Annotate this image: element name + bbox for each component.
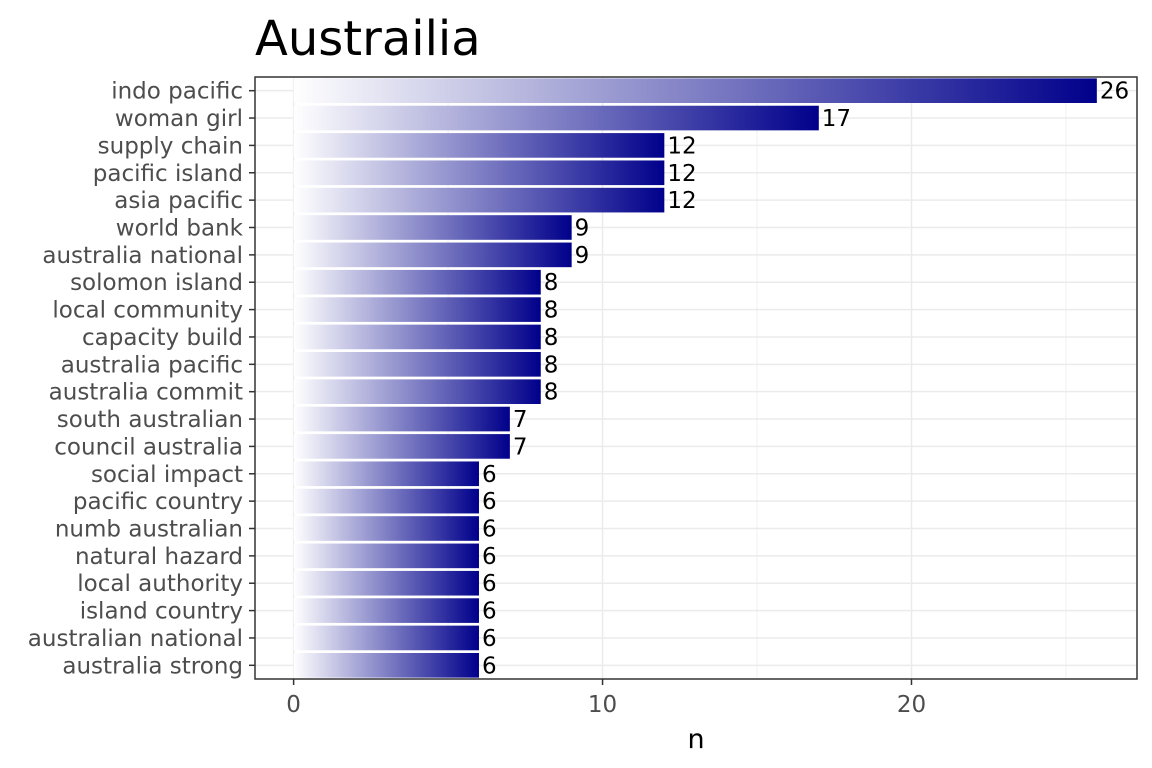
category-label: island country: [80, 599, 243, 625]
category-label: indo pacific: [111, 79, 243, 105]
bar: [293, 352, 541, 377]
bar-value-label: 12: [667, 133, 696, 159]
bar-value-label: 12: [667, 161, 696, 187]
category-label: pacific country: [73, 489, 243, 515]
category-label: pacific island: [93, 161, 243, 187]
bar-value-label: 6: [482, 599, 497, 625]
bar: [293, 297, 541, 322]
bar: [293, 461, 479, 487]
bar: [293, 434, 510, 459]
bar-value-label: 26: [1100, 79, 1129, 105]
bar-value-label: 8: [544, 352, 559, 378]
bar: [293, 215, 572, 240]
plot-border: [254, 76, 1138, 680]
bar-value-label: 6: [482, 571, 497, 597]
category-label: australia commit: [49, 380, 243, 406]
category-label: australia pacific: [61, 352, 243, 378]
category-label: asia pacific: [114, 188, 243, 214]
bar: [293, 242, 572, 268]
x-axis-title: n: [687, 724, 704, 755]
category-label: capacity build: [82, 325, 243, 351]
category-label: woman girl: [115, 106, 243, 132]
bar-value-label: 8: [544, 298, 559, 324]
category-label: supply chain: [98, 133, 243, 159]
bar: [293, 625, 479, 651]
bar-value-label: 6: [482, 626, 497, 652]
bar-value-label: 6: [482, 544, 497, 570]
bar: [293, 379, 541, 404]
bar-value-label: 12: [667, 188, 696, 214]
category-label: australian national: [28, 626, 243, 652]
category-label: local authority: [77, 571, 243, 597]
bar: [293, 653, 479, 678]
bar: [293, 160, 665, 186]
bar: [293, 488, 479, 514]
bar: [293, 543, 479, 569]
category-label: australia national: [42, 243, 243, 269]
bar-value-label: 8: [544, 325, 559, 351]
bar-value-label: 6: [482, 489, 497, 515]
bar-value-label: 7: [513, 434, 528, 460]
category-label: council australia: [54, 434, 243, 460]
bar-value-label: 6: [482, 462, 497, 488]
bar: [293, 78, 1097, 103]
bar: [293, 570, 479, 596]
bar-value-label: 8: [544, 380, 559, 406]
category-label: australia strong: [62, 653, 243, 679]
bar: [293, 269, 541, 295]
bar-value-label: 6: [482, 653, 497, 679]
category-label: numb australian: [55, 517, 243, 543]
category-label: solomon island: [70, 270, 243, 296]
category-label: world bank: [116, 216, 244, 242]
bar-value-label: 17: [822, 106, 851, 132]
bar-value-label: 9: [575, 243, 590, 269]
bar: [293, 133, 665, 158]
bar: [293, 105, 819, 131]
category-label: natural hazard: [75, 544, 243, 570]
bar: [293, 406, 510, 432]
chart-title: Austrailia: [255, 11, 481, 67]
bar-value-label: 9: [575, 216, 590, 242]
category-label: social impact: [91, 462, 243, 488]
bar-value-label: 7: [513, 407, 528, 433]
category-label: south australian: [57, 407, 243, 433]
category-label: local community: [52, 298, 243, 324]
x-axis: 0 10 20: [286, 679, 926, 718]
bar: [293, 324, 541, 350]
x-tick-label: 0: [286, 692, 301, 718]
x-tick-label: 10: [588, 692, 617, 718]
bar: [293, 598, 479, 623]
x-tick-label: 20: [897, 692, 926, 718]
bar-value-label: 6: [482, 517, 497, 543]
bar: [293, 187, 665, 213]
bar: [293, 516, 479, 541]
bar-value-label: 8: [544, 270, 559, 296]
